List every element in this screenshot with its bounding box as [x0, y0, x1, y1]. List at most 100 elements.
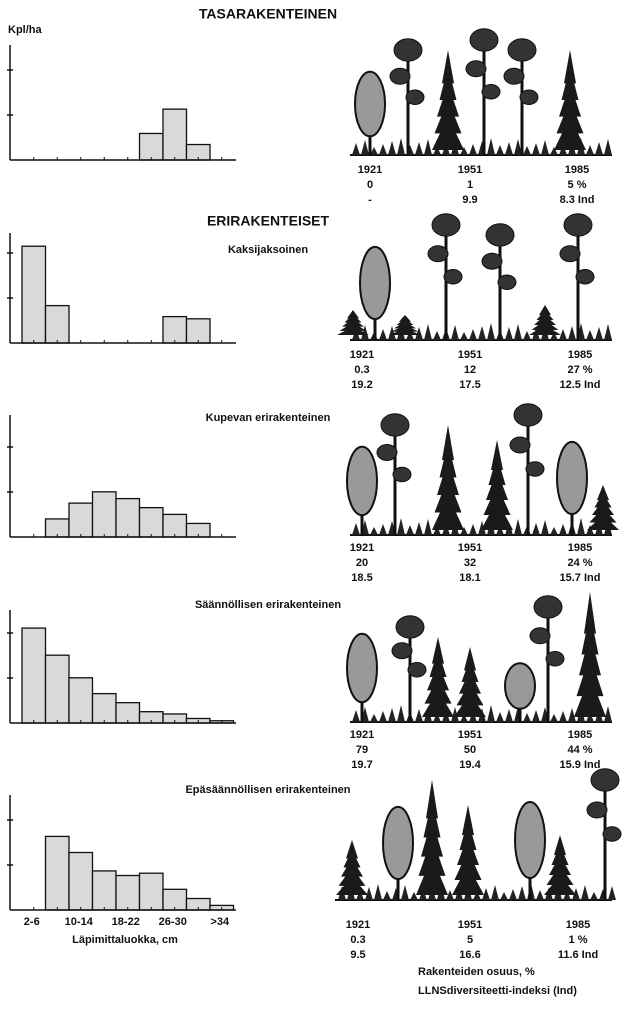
- conifer: [491, 440, 503, 470]
- undergrowth: [361, 140, 369, 155]
- undergrowth: [559, 329, 567, 340]
- bar: [46, 836, 70, 910]
- undergrowth: [487, 138, 495, 155]
- pine-crown: [470, 29, 498, 51]
- pine-crown: [520, 90, 538, 104]
- undergrowth: [604, 139, 612, 155]
- pine-crown: [482, 253, 502, 269]
- undergrowth: [352, 143, 360, 155]
- pine-crown: [392, 643, 412, 659]
- stand-years: 1985: [565, 164, 589, 176]
- title: TASARAKENTEINEN: [199, 6, 337, 22]
- pine-crown: [498, 275, 516, 289]
- stand-index: 12.5 Ind: [560, 379, 601, 391]
- pine-crown: [508, 39, 536, 61]
- undergrowth: [491, 885, 499, 900]
- bar: [22, 246, 46, 343]
- conifer: [464, 647, 476, 670]
- deciduous: [505, 663, 535, 709]
- undergrowth: [518, 886, 526, 900]
- pine-crown: [564, 214, 592, 236]
- bar: [163, 889, 187, 910]
- stand-years: 1951: [458, 919, 482, 931]
- stand-share: 0.3: [350, 934, 365, 946]
- undergrowth: [424, 139, 432, 155]
- undergrowth: [415, 522, 423, 535]
- undergrowth: [397, 138, 405, 155]
- undergrowth: [541, 520, 549, 535]
- undergrowth: [478, 326, 486, 340]
- bar: [116, 499, 140, 537]
- undergrowth: [496, 712, 504, 722]
- x-tick-label: 10-14: [65, 916, 94, 928]
- undergrowth: [505, 142, 513, 155]
- chart-subtitle: Säännöllisen erirakenteinen: [195, 599, 341, 611]
- undergrowth: [590, 892, 598, 900]
- stand-index: 15.7 Ind: [560, 572, 601, 584]
- undergrowth: [383, 891, 391, 900]
- stand-years: 1985: [566, 919, 590, 931]
- undergrowth: [401, 885, 409, 900]
- undergrowth: [559, 711, 567, 722]
- undergrowth: [505, 709, 513, 722]
- bar: [116, 876, 140, 911]
- x-tick-label: 26-30: [159, 916, 187, 928]
- undergrowth: [469, 329, 477, 340]
- pine-crown: [393, 467, 411, 481]
- stand-share: 27 %: [567, 364, 592, 376]
- conifer: [346, 840, 358, 858]
- stand-index: 8.3 Ind: [560, 194, 595, 206]
- pine-crown: [603, 827, 621, 841]
- stand-share: 1: [467, 179, 473, 191]
- bar: [69, 678, 93, 723]
- stand-share: 32: [464, 557, 476, 569]
- stand-index: 16.6: [459, 949, 480, 961]
- undergrowth: [581, 885, 589, 900]
- pine-crown: [428, 246, 448, 262]
- undergrowth: [500, 892, 508, 900]
- stand-years: 1951: [458, 164, 482, 176]
- undergrowth: [532, 710, 540, 722]
- footer-line: Rakenteiden osuus, %: [418, 966, 535, 978]
- undergrowth: [469, 144, 477, 155]
- undergrowth: [568, 326, 576, 340]
- bar: [163, 109, 187, 160]
- deciduous: [347, 634, 377, 702]
- undergrowth: [451, 325, 459, 340]
- pine-crown: [486, 224, 514, 246]
- conifer: [584, 592, 596, 634]
- pine-crown: [546, 652, 564, 666]
- bar: [116, 703, 140, 723]
- undergrowth: [532, 143, 540, 155]
- stand-share: 50: [464, 744, 476, 756]
- stand-index: 9.5: [350, 949, 365, 961]
- undergrowth: [388, 708, 396, 722]
- stand-years: 1985: [568, 542, 592, 554]
- pine-crown: [587, 802, 607, 818]
- bar: [93, 871, 117, 910]
- undergrowth: [514, 519, 522, 535]
- conifer: [539, 305, 551, 315]
- undergrowth: [586, 145, 594, 155]
- stand-index: 15.9 Ind: [560, 759, 601, 771]
- undergrowth: [550, 714, 558, 722]
- pine-crown: [591, 769, 619, 791]
- pine-crown: [510, 437, 530, 453]
- conifer: [442, 50, 454, 83]
- stand-years: 1921: [346, 919, 370, 931]
- conifer: [347, 310, 359, 318]
- stand-index: 18.1: [459, 572, 480, 584]
- undergrowth: [541, 140, 549, 155]
- stand-index: 19.4: [459, 759, 481, 771]
- conifer: [564, 50, 576, 83]
- footer-line: LLNSdiversiteetti-indeksi (Ind): [418, 985, 577, 997]
- undergrowth: [379, 524, 387, 535]
- pine-crown: [390, 68, 410, 84]
- bar: [69, 503, 93, 537]
- deciduous: [347, 447, 377, 515]
- undergrowth: [397, 705, 405, 722]
- undergrowth: [523, 713, 531, 722]
- stand-share: 0: [367, 179, 373, 191]
- x-tick-label: 18-22: [112, 916, 140, 928]
- undergrowth: [424, 519, 432, 535]
